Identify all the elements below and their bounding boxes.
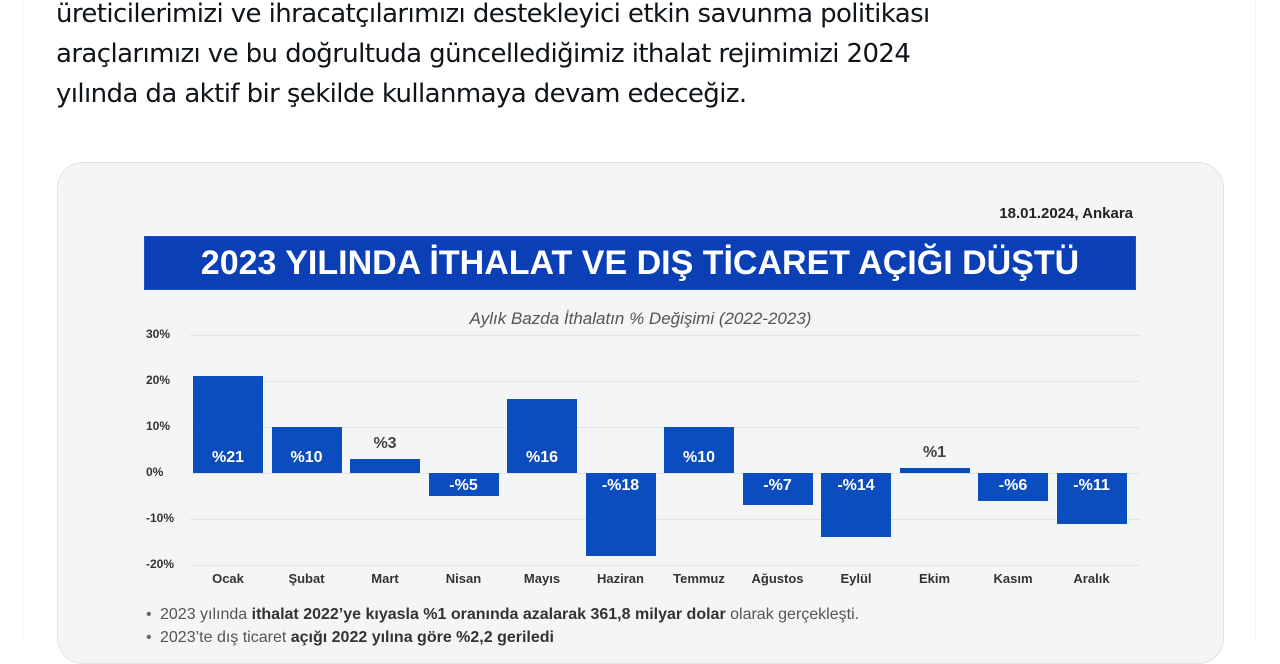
- bar: [428, 473, 499, 496]
- gridline: [190, 381, 1140, 382]
- bar: [507, 399, 577, 473]
- x-axis-label: Kasım: [993, 571, 1033, 586]
- x-axis-label: Temmuz: [673, 571, 725, 586]
- bar-value-label: %10: [682, 449, 716, 466]
- x-axis-label: Nisan: [445, 571, 482, 586]
- bar: [271, 427, 342, 473]
- bullet-dot-icon: •: [146, 629, 152, 646]
- bar-value-label: -%18: [601, 477, 640, 494]
- bar-value-label: -%11: [1073, 477, 1110, 494]
- bar-value-label: -%5: [449, 477, 478, 494]
- date-location: 18.01.2024, Ankara: [999, 205, 1133, 222]
- y-axis-tick: -20%: [146, 557, 175, 571]
- bar-value-label: %10: [290, 449, 323, 466]
- x-axis-label: Aralık: [1073, 571, 1110, 586]
- x-axis-label: Ağustos: [751, 571, 804, 586]
- x-axis-label: Mart: [371, 571, 399, 586]
- bar: [742, 473, 813, 506]
- tweet-text: üreticilerimizi ve ihracatçılarımızı des…: [56, 0, 1176, 114]
- y-axis-tick: 10%: [146, 419, 171, 433]
- tweet-line: yılında da aktif bir şekilde kullanmaya …: [56, 79, 747, 109]
- x-axis-label: Eylül: [840, 571, 872, 586]
- bar: [664, 427, 734, 473]
- bar-chart: 30% 20% 10% 0% -10% -20% %21 Ocak %10 Şubat %3 Mart…: [58, 163, 1223, 663]
- bar-value-label: %16: [525, 449, 559, 466]
- bar: [193, 376, 263, 473]
- chart-subtitle: Aylık Bazda İthalatın % Değişimi (2022-2…: [469, 309, 812, 328]
- gridline: [190, 519, 1140, 520]
- y-axis-tick: 30%: [146, 327, 171, 341]
- bullet-item: • 2023 yılında ithalat 2022’ye kıyasla %1…: [146, 603, 859, 626]
- bullet-list: • 2023 yılında ithalat 2022’ye kıyasla %1…: [146, 603, 859, 649]
- x-axis-label: Ekim: [918, 571, 951, 586]
- bar: [350, 459, 420, 473]
- gridline: [190, 335, 1140, 336]
- gridline: [190, 565, 1140, 566]
- bar: [585, 473, 656, 556]
- infographic-title: 2023 YILINDA İTHALAT VE DIŞ TİCARET AÇIĞ…: [145, 237, 1135, 289]
- x-axis-label: Ocak: [212, 571, 244, 586]
- tweet-column: [22, 0, 1256, 640]
- x-axis-label: Şubat: [288, 571, 325, 586]
- y-axis-tick: 20%: [146, 373, 171, 387]
- bar-value-label: -%6: [998, 477, 1028, 494]
- bar-value-label: %1: [922, 444, 947, 462]
- x-axis-label: Haziran: [597, 571, 644, 586]
- bar-value-label: -%7: [763, 477, 792, 494]
- bullet-dot-icon: •: [146, 606, 152, 623]
- bar-value-label: -%14: [837, 477, 875, 494]
- bullet-item: • 2023’te dış ticaret açığı 2022 yılına g…: [146, 626, 859, 649]
- tweet-line: üreticilerimizi ve ihracatçılarımızı des…: [56, 0, 930, 29]
- bar: [821, 473, 891, 538]
- x-axis-label: Mayıs: [523, 571, 561, 586]
- bar: [1056, 473, 1127, 524]
- y-axis-tick: 0%: [146, 465, 164, 479]
- bar-value-label: %3: [373, 435, 397, 453]
- gridline: [190, 473, 1140, 474]
- bar-value-label: %21: [211, 449, 245, 466]
- y-axis-tick: -10%: [146, 511, 175, 525]
- tweet-media-image[interactable]: 18.01.2024, Ankara 2023 YILINDA İTHALAT …: [57, 162, 1224, 664]
- bar: [899, 468, 970, 473]
- tweet-line: araçlarımızı ve bu doğrultuda güncelledi…: [56, 39, 911, 69]
- bar: [978, 473, 1048, 501]
